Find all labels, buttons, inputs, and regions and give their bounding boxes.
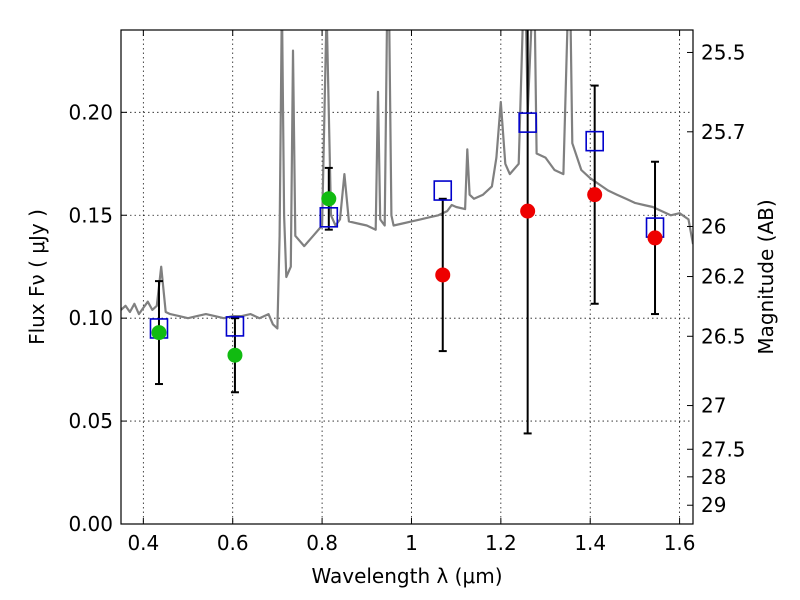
plot-frame [120, 29, 694, 525]
y2-tick-label: 26.2 [701, 265, 746, 289]
y-tick-label: 0.10 [68, 306, 113, 330]
y-tick-label: 0.15 [68, 203, 113, 227]
y-tick-label: 0.05 [68, 409, 113, 433]
y2-axis-label: Magnitude (AB) [754, 199, 778, 354]
plot-layer [121, 30, 693, 435]
optical-point [321, 191, 337, 207]
x-tick-label: 0.6 [217, 531, 249, 555]
y2-tick-label: 25.5 [701, 40, 746, 64]
x-tick-label: 1.4 [574, 531, 606, 555]
y2-tick-label: 26.5 [701, 324, 746, 348]
y2-tick-label: 28 [701, 465, 726, 489]
x-tick-label: 0.8 [306, 531, 338, 555]
nir-point [587, 187, 603, 203]
optical-point [227, 347, 243, 363]
optical-point [151, 325, 167, 341]
model-square-point [518, 112, 537, 133]
x-tick-label: 1 [405, 531, 418, 555]
model-square-point [225, 316, 245, 337]
x-tick-label: 1.6 [664, 531, 696, 555]
y2-tick-label: 27 [701, 394, 726, 418]
nir-point [647, 230, 663, 246]
x-tick-label: 0.4 [127, 531, 159, 555]
model-square-point [585, 130, 604, 152]
spectrum-line [121, 30, 693, 330]
model-square-point [319, 207, 339, 228]
x-tick-label: 1.2 [485, 531, 517, 555]
grid-layer [121, 30, 693, 524]
nir-point [520, 203, 536, 219]
y-tick-label: 0.00 [68, 512, 113, 536]
y-tick-label: 0.20 [68, 100, 113, 124]
y2-tick-label: 27.5 [701, 437, 746, 461]
y2-tick-label: 26 [701, 214, 726, 238]
x-axis-label: Wavelength λ (μm) [311, 564, 502, 588]
nir-point [435, 267, 451, 283]
y2-tick-label: 25.7 [701, 120, 746, 144]
y2-tick-label: 29 [701, 493, 726, 517]
model-square-point [433, 180, 453, 201]
ticks-layer: 0.4 0.6 0.8 1 1.2 1.4 1.6 0.00 0.05 0.10 0.15 0.20 2… [68, 30, 746, 555]
y-axis-label: Flux Fν ( μJy ) [25, 209, 49, 345]
